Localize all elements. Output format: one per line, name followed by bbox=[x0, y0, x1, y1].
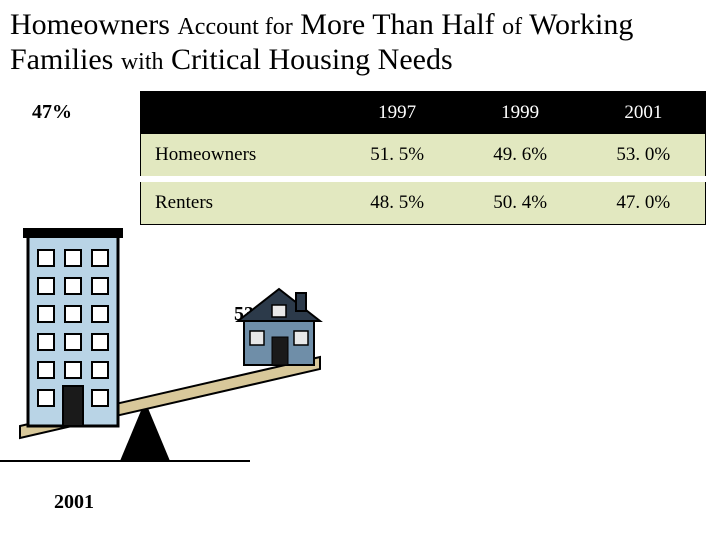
building-icon bbox=[23, 228, 123, 426]
house-icon bbox=[238, 289, 320, 365]
seesaw-illustration bbox=[0, 121, 360, 481]
content-area: 47% 1997 1999 2001 Homeowners 51. 5% 49.… bbox=[0, 81, 720, 541]
col-2001: 2001 bbox=[582, 92, 706, 135]
cell-value: 49. 6% bbox=[459, 134, 582, 179]
col-1999: 1999 bbox=[459, 92, 582, 135]
cell-value: 53. 0% bbox=[582, 134, 706, 179]
cell-value: 50. 4% bbox=[459, 179, 582, 225]
label-year: 2001 bbox=[54, 491, 94, 514]
cell-value: 47. 0% bbox=[582, 179, 706, 225]
page-title: Homeowners Account for More Than Half of… bbox=[0, 0, 720, 81]
